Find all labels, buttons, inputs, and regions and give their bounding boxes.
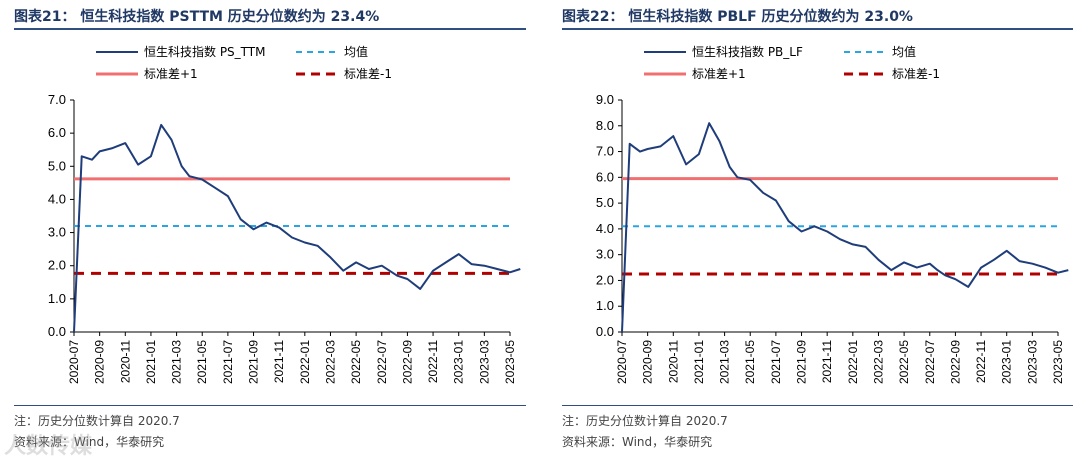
x-tick-label: 2023-01 xyxy=(452,340,466,384)
y-tick-label: 0.0 xyxy=(48,324,66,339)
y-tick-label: 5.0 xyxy=(48,158,66,173)
x-tick-label: 2020-09 xyxy=(93,340,107,384)
x-tick-label: 2022-05 xyxy=(897,340,911,384)
chart-source: 资料来源：Wind，华泰研究 xyxy=(14,435,165,449)
x-tick-label: 2023-01 xyxy=(1000,340,1014,384)
x-tick-label: 2020-07 xyxy=(67,340,81,384)
y-tick-label: 9.0 xyxy=(596,92,614,107)
chart-title: 图表21： 恒生科技指数 PSTTM 历史分位数约为 23.4% xyxy=(14,9,380,25)
chart-source: 资料来源：Wind，华泰研究 xyxy=(562,435,713,449)
y-tick-label: 6.0 xyxy=(596,169,614,184)
x-tick-label: 2022-07 xyxy=(375,340,389,384)
y-tick-label: 6.0 xyxy=(48,125,66,140)
legend-label: 标准差-1 xyxy=(892,67,940,81)
title-rule xyxy=(14,28,526,30)
legend-label: 恒生科技指数 PS_TTM xyxy=(144,44,265,59)
y-tick-label: 3.0 xyxy=(596,247,614,262)
chart-note: 注：历史分位数计算自 2020.7 xyxy=(14,414,180,428)
watermark: 人数传媒 xyxy=(4,434,93,459)
x-tick-label: 2022-11 xyxy=(426,340,440,383)
footer-rule xyxy=(562,405,1073,406)
chart-title: 图表22： 恒生科技指数 PBLF 历史分位数约为 23.0% xyxy=(562,9,913,25)
x-tick-label: 2022-07 xyxy=(923,340,937,384)
title-rule xyxy=(562,28,1073,30)
y-tick-label: 4.0 xyxy=(48,191,66,206)
x-tick-label: 2021-09 xyxy=(795,340,809,384)
legend-label: 标准差-1 xyxy=(344,67,392,81)
x-tick-label: 2022-03 xyxy=(323,340,337,384)
x-tick-label: 2023-05 xyxy=(1051,340,1065,384)
x-tick-label: 2021-07 xyxy=(221,340,235,384)
y-tick-label: 3.0 xyxy=(48,225,66,240)
series-line xyxy=(621,122,1069,333)
x-tick-label: 2022-09 xyxy=(948,340,962,384)
x-tick-label: 2023-05 xyxy=(503,340,517,384)
legend-label: 标准差+1 xyxy=(144,67,198,81)
x-tick-label: 2021-07 xyxy=(769,340,783,384)
footer-rule xyxy=(14,405,526,406)
y-tick-label: 7.0 xyxy=(48,92,66,107)
x-tick-label: 2023-03 xyxy=(477,340,491,384)
x-tick-label: 2021-11 xyxy=(820,340,834,383)
y-tick-label: 2.0 xyxy=(596,272,614,287)
x-tick-label: 2021-03 xyxy=(170,340,184,384)
legend-label: 均值 xyxy=(892,44,916,59)
x-tick-label: 2021-01 xyxy=(144,340,158,384)
x-tick-label: 2022-09 xyxy=(400,340,414,384)
y-tick-label: 2.0 xyxy=(48,258,66,273)
x-tick-label: 2021-05 xyxy=(195,340,209,384)
legend-label: 标准差+1 xyxy=(692,67,746,81)
x-tick-label: 2021-11 xyxy=(272,340,286,383)
chart-panel-ps: 图表21： 恒生科技指数 PSTTM 历史分位数约为 23.4% 恒生科技指数 … xyxy=(0,0,532,464)
y-tick-label: 7.0 xyxy=(596,144,614,159)
x-tick-label: 2022-03 xyxy=(871,340,885,384)
x-tick-label: 2022-01 xyxy=(298,340,312,384)
y-tick-label: 1.0 xyxy=(48,291,66,306)
x-tick-label: 2021-05 xyxy=(743,340,757,384)
x-tick-label: 2021-03 xyxy=(718,340,732,384)
x-tick-label: 2023-03 xyxy=(1025,340,1039,384)
chart-panel-pb: 图表22： 恒生科技指数 PBLF 历史分位数约为 23.0% 恒生科技指数 P… xyxy=(548,0,1079,464)
x-tick-label: 2022-05 xyxy=(349,340,363,384)
legend-label: 均值 xyxy=(344,44,368,59)
x-tick-label: 2021-09 xyxy=(247,340,261,384)
x-tick-label: 2022-01 xyxy=(846,340,860,384)
x-tick-label: 2020-11 xyxy=(666,340,680,383)
y-tick-label: 5.0 xyxy=(596,195,614,210)
y-tick-label: 0.0 xyxy=(596,324,614,339)
legend-label: 恒生科技指数 PB_LF xyxy=(692,44,803,59)
series-line xyxy=(73,123,521,333)
x-tick-label: 2020-09 xyxy=(641,340,655,384)
x-tick-label: 2020-07 xyxy=(615,340,629,384)
x-tick-label: 2022-11 xyxy=(974,340,988,383)
chart-note: 注：历史分位数计算自 2020.7 xyxy=(562,414,728,428)
y-tick-label: 1.0 xyxy=(596,298,614,313)
y-tick-label: 8.0 xyxy=(596,118,614,133)
x-tick-label: 2021-01 xyxy=(692,340,706,384)
x-tick-label: 2020-11 xyxy=(118,340,132,383)
y-tick-label: 4.0 xyxy=(596,221,614,236)
